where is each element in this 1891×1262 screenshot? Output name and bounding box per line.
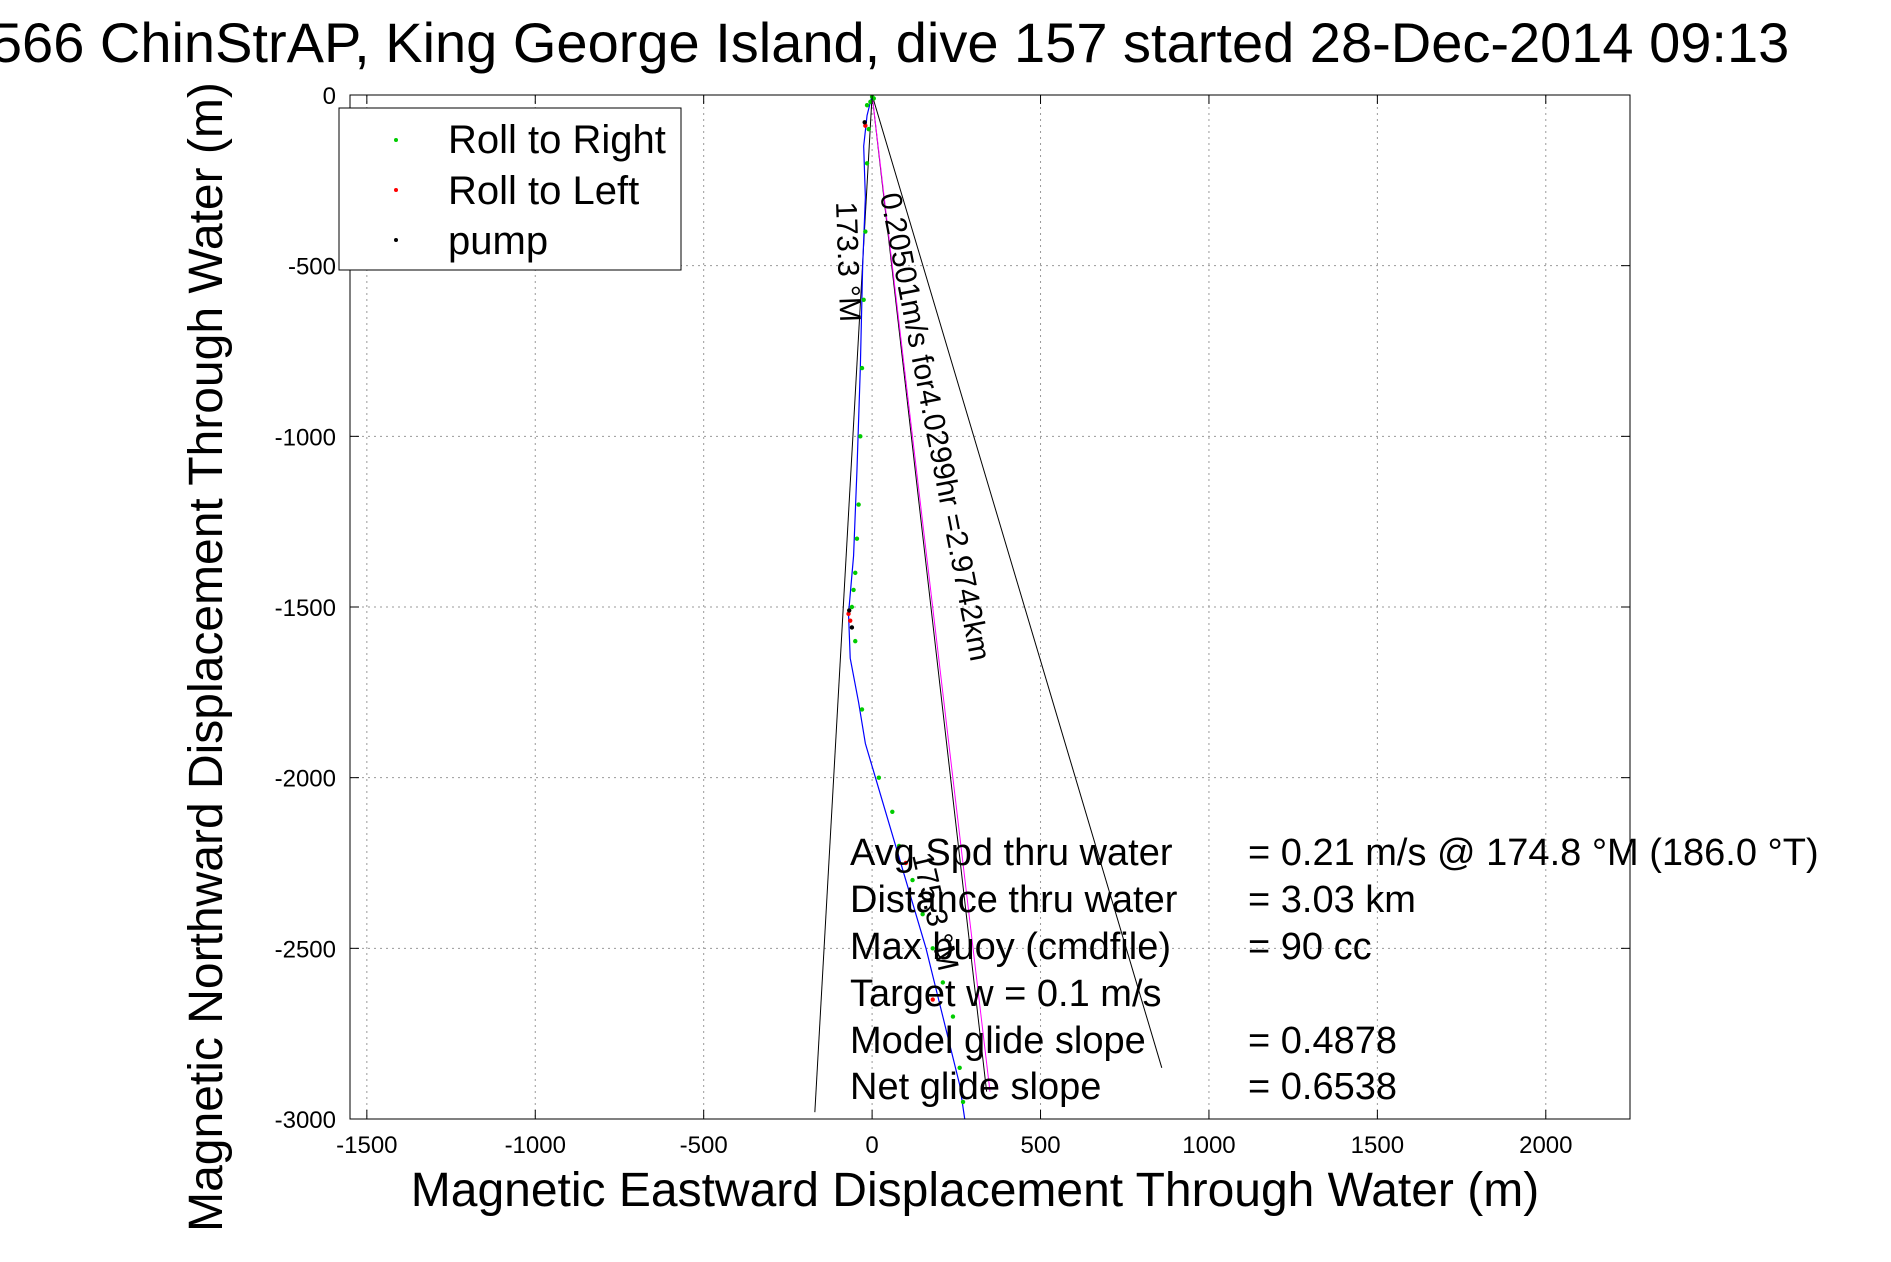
stat-value-net-glide: = 0.6538 bbox=[1248, 1066, 1397, 1108]
point-roll-to-right bbox=[861, 297, 866, 302]
point-roll-to-right bbox=[849, 604, 855, 610]
grid-lines bbox=[350, 94, 1630, 1120]
legend-label-pump: pump bbox=[448, 219, 548, 263]
point-roll-to-right bbox=[920, 912, 925, 917]
stat-value-distance: = 3.03 km bbox=[1248, 879, 1416, 921]
track-polyline bbox=[847, 94, 966, 1120]
point-roll-to-right bbox=[854, 536, 860, 541]
point-pump bbox=[862, 120, 867, 125]
stats-block: Avg Spd thru water = 0.21 m/s @ 174.8 °M… bbox=[850, 832, 1819, 1108]
x-tick-label: 0 bbox=[865, 1132, 878, 1159]
point-roll-to-right bbox=[858, 434, 863, 439]
axis-ticks: -1500 -1000 -500 0 500 1000 1500 2000 0 -500 -1000… bbox=[275, 83, 1630, 1159]
y-axis-label: Magnetic Northward Displacement Through … bbox=[180, 82, 233, 1232]
x-tick-label: 2000 bbox=[1519, 1132, 1572, 1159]
stat-value-avg-speed: = 0.21 m/s @ 174.8 °M (186.0 °T) bbox=[1248, 832, 1819, 874]
point-roll-to-right bbox=[866, 126, 871, 132]
stat-value-max-buoy: = 90 cc bbox=[1248, 926, 1372, 968]
x-tick-label: 1000 bbox=[1182, 1132, 1235, 1159]
speed-label: 0.20501m/s for4.0299hr =2.9742km bbox=[873, 190, 996, 664]
x-tick-label: -1000 bbox=[505, 1132, 566, 1159]
x-tick-label: 1500 bbox=[1351, 1132, 1404, 1159]
stat-label-distance: Distance thru water bbox=[850, 879, 1178, 921]
point-roll-to-right bbox=[896, 843, 902, 849]
reference-line bbox=[871, 94, 988, 1092]
point-roll-to-right bbox=[853, 570, 858, 576]
x-axis-label: Magnetic Eastward Displacement Through W… bbox=[411, 1164, 1539, 1217]
point-roll-to-left bbox=[848, 618, 853, 623]
point-roll-to-right bbox=[859, 365, 865, 371]
point-roll-to-right bbox=[940, 980, 946, 985]
point-roll-to-right bbox=[890, 809, 895, 814]
point-roll-to-right bbox=[868, 99, 873, 105]
point-roll-to-right bbox=[851, 587, 856, 593]
point-roll-to-right bbox=[871, 96, 876, 101]
point-roll-to-right bbox=[864, 161, 870, 166]
point-roll-to-right bbox=[876, 775, 882, 780]
point-roll-to-right bbox=[864, 103, 870, 108]
legend-marker-pump bbox=[394, 238, 398, 242]
point-roll-to-left bbox=[903, 860, 908, 866]
x-tick-label: -500 bbox=[680, 1132, 728, 1159]
stat-value-model-glide: = 0.4878 bbox=[1248, 1020, 1397, 1062]
point-roll-to-right bbox=[957, 1065, 962, 1071]
point-pump bbox=[847, 608, 852, 613]
point-pump bbox=[849, 625, 855, 630]
track-line bbox=[847, 94, 966, 1120]
y-tick-label: 0 bbox=[323, 83, 336, 110]
legend-marker-roll-right bbox=[394, 138, 398, 142]
chart-title: SG566 ChinStrAP, King George Island, div… bbox=[0, 11, 1789, 74]
point-roll-to-left bbox=[930, 997, 935, 1002]
y-tick-label: -2000 bbox=[275, 766, 336, 793]
heading-label: 173.3 °M bbox=[829, 201, 866, 322]
point-roll-to-right bbox=[960, 1099, 966, 1105]
reference-line bbox=[871, 94, 991, 1092]
stat-label-target-w: Target w = 0.1 m/s bbox=[850, 973, 1162, 1015]
stat-label-net-glide: Net glide slope bbox=[850, 1066, 1101, 1108]
stat-label-avg-speed: Avg Spd thru water bbox=[850, 832, 1173, 874]
legend: Roll to Right Roll to Left pump bbox=[338, 107, 682, 271]
point-roll-to-right bbox=[853, 638, 858, 644]
point-roll-to-right bbox=[910, 877, 915, 883]
y-tick-label: -1500 bbox=[275, 595, 336, 622]
y-tick-label: -1000 bbox=[275, 424, 336, 451]
x-tick-label: 500 bbox=[1021, 1132, 1061, 1159]
point-roll-to-left bbox=[863, 123, 868, 128]
y-tick-label: -500 bbox=[288, 254, 336, 281]
point-roll-to-right bbox=[863, 229, 868, 234]
y-tick-label: -3000 bbox=[275, 1107, 336, 1134]
point-roll-to-right bbox=[930, 946, 935, 951]
y-tick-label: -2500 bbox=[275, 936, 336, 963]
point-roll-to-right bbox=[859, 707, 865, 712]
x-tick-label: -1500 bbox=[336, 1132, 397, 1159]
legend-marker-roll-left bbox=[394, 188, 398, 192]
stat-label-max-buoy: Max buoy (cmdfile) bbox=[850, 926, 1171, 968]
legend-label-roll-right: Roll to Right bbox=[448, 118, 666, 162]
data-points bbox=[846, 94, 966, 1105]
point-roll-to-right bbox=[856, 502, 861, 507]
reference-line bbox=[871, 94, 1163, 1068]
legend-label-roll-left: Roll to Left bbox=[448, 169, 639, 213]
point-roll-to-left bbox=[846, 611, 851, 617]
stat-label-model-glide: Model glide slope bbox=[850, 1020, 1146, 1062]
point-roll-to-right bbox=[950, 1014, 956, 1019]
